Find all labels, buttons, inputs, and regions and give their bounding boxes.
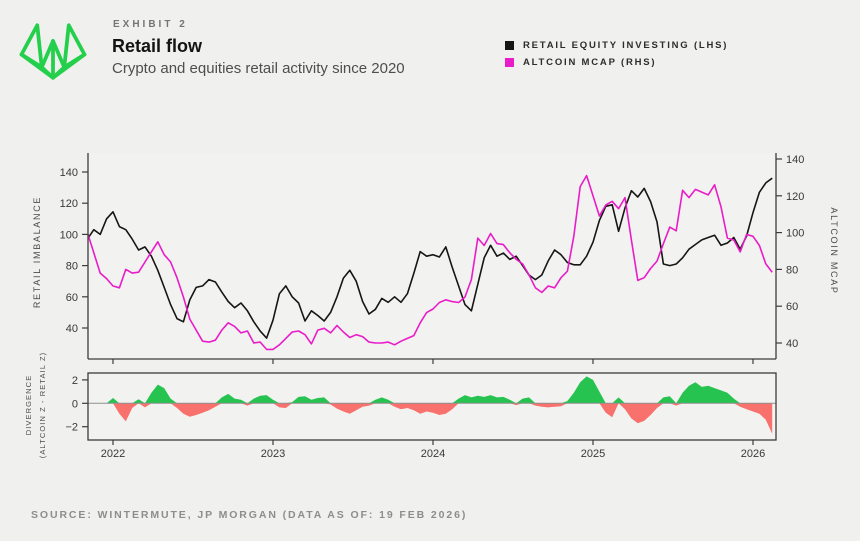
page-title: Retail flow <box>112 36 203 56</box>
divergence-negative-area <box>88 403 773 434</box>
right-axis-title: ALTCOIN MCAP <box>829 207 839 294</box>
tick-label: 100 <box>60 229 78 241</box>
left-axis-title: RETAIL IMBALANCE <box>32 196 42 308</box>
altcoin-mcap-line <box>88 174 773 351</box>
exhibit-label: EXHIBIT 2 <box>113 19 188 30</box>
tick-label: 140 <box>60 167 78 179</box>
tick-label: 80 <box>66 261 78 273</box>
tick-label: 2026 <box>741 448 765 460</box>
legend-item-retail-equity: RETAIL EQUITY INVESTING (LHS) <box>505 40 728 51</box>
tick-label: 40 <box>786 338 798 350</box>
tick-label: 2025 <box>581 448 605 460</box>
source-note: SOURCE: WINTERMUTE, JP MORGAN (DATA AS O… <box>31 509 468 521</box>
page-subtitle: Crypto and equities retail activity sinc… <box>112 60 405 77</box>
legend-label-altcoin-mcap: ALTCOIN MCAP (RHS) <box>523 57 657 68</box>
retail-equity-swatch <box>505 41 514 50</box>
tick-label: 140 <box>786 154 804 166</box>
retail-equity-line <box>88 177 773 339</box>
tick-label: 120 <box>60 198 78 210</box>
divergence-axis-title-line1: DIVERGENCE <box>24 375 33 436</box>
legend: RETAIL EQUITY INVESTING (LHS) ALTCOIN MC… <box>505 40 728 68</box>
tick-label: 80 <box>786 264 798 276</box>
tick-label: 0 <box>72 398 78 410</box>
tick-label: 2022 <box>101 448 125 460</box>
altcoin-mcap-swatch <box>505 58 514 67</box>
main-plot-area <box>88 153 776 359</box>
logo-bottom-v <box>19 52 87 80</box>
wintermute-logo <box>19 23 87 80</box>
tick-label: 60 <box>66 292 78 304</box>
tick-label: 2023 <box>261 448 285 460</box>
tick-label: 100 <box>786 228 804 240</box>
tick-label: −2 <box>65 422 78 434</box>
divergence-positive-area <box>88 376 773 404</box>
divergence-axis-title-line2: (ALTCOIN Z - RETAIL Z) <box>38 352 47 459</box>
tick-label: 40 <box>66 323 78 335</box>
divergence-box <box>87 372 777 441</box>
tick-label: 2024 <box>421 448 445 460</box>
legend-label-retail-equity: RETAIL EQUITY INVESTING (LHS) <box>523 40 729 51</box>
tick-label: 60 <box>786 301 798 313</box>
tick-label: 120 <box>786 191 804 203</box>
tick-label: 2 <box>72 375 78 387</box>
legend-item-altcoin-mcap: ALTCOIN MCAP (RHS) <box>505 57 728 68</box>
